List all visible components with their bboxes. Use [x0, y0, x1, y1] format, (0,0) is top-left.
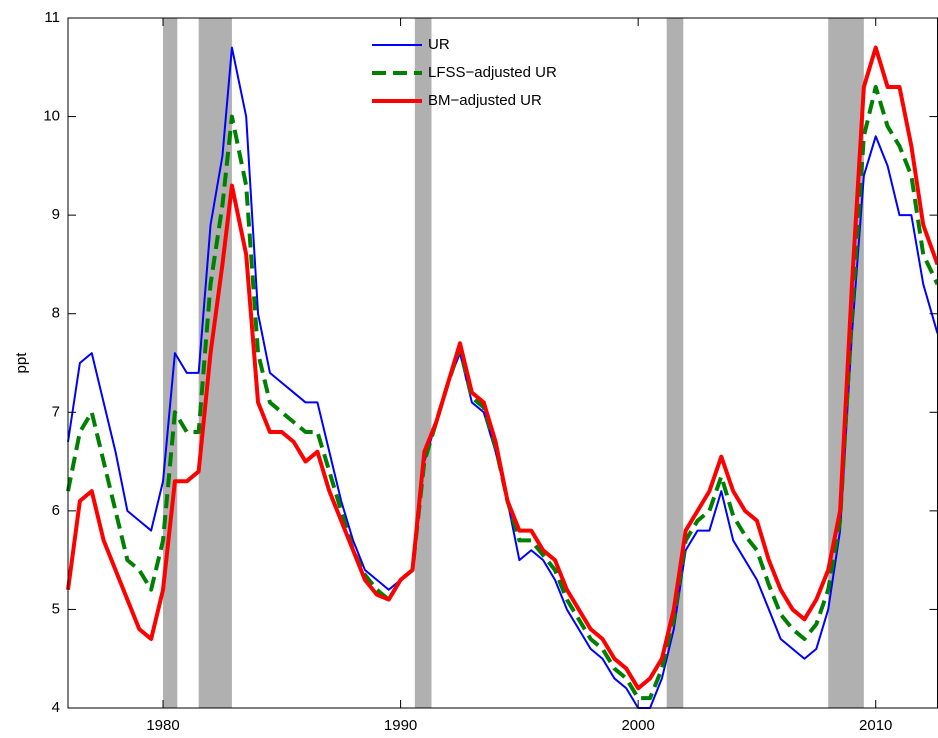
y-tick-label: 4: [52, 699, 60, 716]
y-tick-label: 11: [44, 9, 60, 26]
x-tick-label: 1990: [384, 717, 417, 734]
y-tick-label: 6: [52, 502, 60, 519]
plot-frame: [67, 17, 938, 709]
legend-label: BM−adjusted UR: [428, 92, 542, 109]
legend-label: UR: [428, 36, 450, 53]
y-tick-label: 8: [52, 305, 60, 322]
y-axis-label: ppt: [13, 352, 30, 374]
x-tick-label: 2000: [621, 717, 654, 734]
y-tick-label: 7: [52, 403, 60, 420]
x-tick-label: 2010: [859, 717, 892, 734]
y-tick-label: 10: [43, 108, 60, 125]
y-tick-label: 5: [52, 600, 60, 617]
recession-band: [666, 18, 684, 708]
series-line: [66, 85, 938, 701]
series-line: [66, 45, 938, 691]
x-tick-label: 1980: [146, 717, 179, 734]
recession-band: [414, 18, 432, 708]
series-line: [67, 46, 938, 709]
recession-band: [163, 18, 178, 708]
legend-label: LFSS−adjusted UR: [428, 64, 557, 81]
y-tick-label: 9: [52, 206, 60, 223]
